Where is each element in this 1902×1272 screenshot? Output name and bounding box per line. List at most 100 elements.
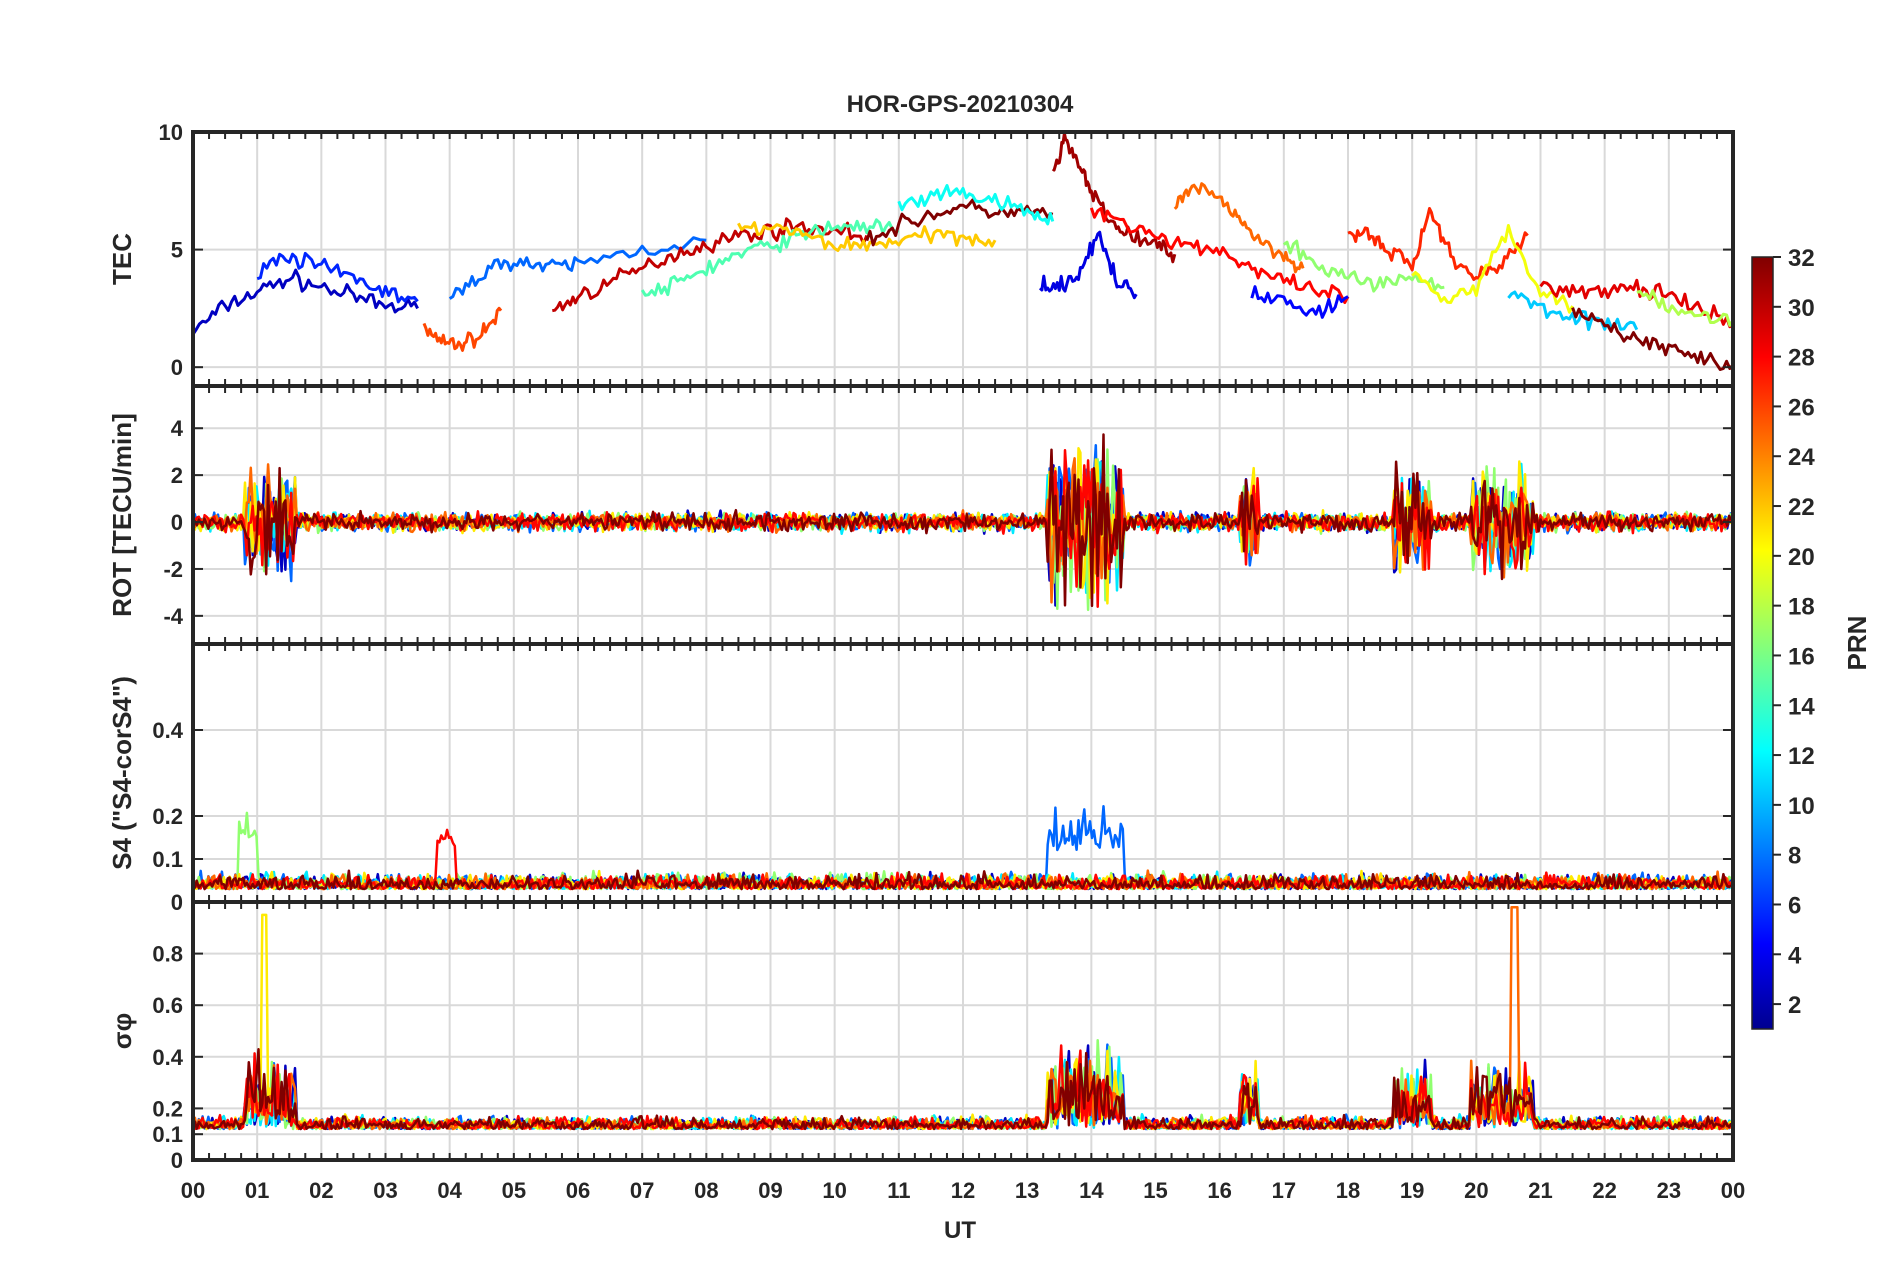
tec-series-prn-28 [1089, 206, 1350, 305]
x-tick-label: 17 [1272, 1178, 1296, 1203]
x-tick-label: 02 [309, 1178, 333, 1203]
y-tick-label: 10 [159, 120, 183, 145]
x-tick-label: 04 [437, 1178, 462, 1203]
y-axis-label-s4: S4 ("S4-corS4") [107, 676, 137, 870]
y-ticks-s4: 0 0.1 0.2 0.4 [152, 718, 1733, 915]
y-axis-label-tec: TEC [107, 233, 137, 285]
colorbar-tick-label: 8 [1788, 843, 1801, 870]
tec-series-prn-27 [1347, 207, 1529, 281]
tec-series-prn-30 [552, 217, 869, 313]
x-tick-label: 16 [1207, 1178, 1231, 1203]
tec-series-prn-8 [448, 236, 707, 300]
x-tick-label: 08 [694, 1178, 718, 1203]
x-tick-label: 00 [181, 1178, 205, 1203]
x-tick-label: 01 [245, 1178, 269, 1203]
x-tick-label: 19 [1400, 1178, 1424, 1203]
colorbar-tick-label: 4 [1788, 942, 1802, 969]
y-tick-label: 0.2 [152, 804, 183, 829]
y-ticks-rot: -4 -2 0 2 4 [163, 416, 1733, 629]
colorbar-label: PRN [1842, 616, 1872, 671]
x-tick-label: 07 [630, 1178, 654, 1203]
y-tick-label: 0 [171, 355, 183, 380]
tec-series-prn-26 [422, 306, 503, 352]
colorbar-tick-label: 32 [1788, 245, 1815, 272]
s4-series-prn-28 [192, 828, 1733, 891]
x-tick-label: 09 [758, 1178, 782, 1203]
series-s4 [191, 804, 1733, 891]
x-tick-label: 18 [1336, 1178, 1360, 1203]
colorbar-tick-label: 26 [1788, 394, 1815, 421]
tec-series-prn-6 [256, 251, 419, 304]
x-tick-label: 15 [1143, 1178, 1167, 1203]
chart-title: HOR-GPS-20210304 [847, 91, 1074, 118]
x-tick-label: 20 [1464, 1178, 1488, 1203]
tec-series-prn-5 [1250, 285, 1349, 319]
panel-sigma: 00.10.2 0.4 0.6 0.8 σφ [107, 900, 1735, 1173]
colorbar-tick-label: 16 [1788, 643, 1815, 670]
y-axis-label-sigma: σφ [107, 1013, 137, 1049]
tec-series-prn-15 [640, 218, 900, 297]
y-tick-label: 0.2 [152, 1096, 183, 1121]
tec-series-prn-17 [1282, 239, 1445, 293]
x-tick-label: 12 [951, 1178, 975, 1203]
y-tick-label: 5 [171, 238, 183, 263]
sigma-series-prn-32 [191, 1048, 1733, 1131]
x-tick-label: 11 [887, 1178, 910, 1203]
y-tick-label: 2 [171, 463, 183, 488]
x-tick-label: 13 [1015, 1178, 1039, 1203]
y-tick-label: 0 [171, 1148, 183, 1173]
x-tick-label: 22 [1592, 1178, 1616, 1203]
colorbar-tick-label: 10 [1788, 793, 1815, 820]
colorbar-tick-label: 22 [1788, 494, 1815, 521]
panel-tec: 0 5 10 TEC [107, 120, 1735, 388]
tec-series-prn-3 [191, 268, 419, 336]
s4-series-prn-32 [192, 869, 1732, 891]
x-axis: 00 01 02 03 04 05 06 07 08 09 10 11 12 13 14 15 16 17 18 19… [181, 1178, 1745, 1203]
tec-series-prn-31 [1051, 131, 1177, 264]
colorbar-tick-label: 30 [1788, 295, 1815, 322]
y-tick-label: -4 [163, 604, 183, 629]
tec-series-prn-32 [865, 198, 1054, 247]
tec-series-prn-13 [897, 184, 1055, 226]
x-tick-label: 06 [566, 1178, 590, 1203]
tec-series-prn-22 [737, 221, 997, 252]
minor-ticks-sigma [192, 902, 1734, 1160]
colorbar-tick-label: 2 [1788, 992, 1801, 1019]
y-tick-label: 0 [171, 890, 183, 915]
y-axis-label-rot: ROT [TECU/min] [107, 413, 137, 617]
tec-series-prn-25 [1173, 182, 1305, 274]
tec-series-prn-29 [1539, 278, 1734, 329]
x-tick-label: 03 [373, 1178, 397, 1203]
y-tick-label: 0.4 [152, 1045, 183, 1070]
x-axis-label: UT [944, 1217, 976, 1244]
series-rot [191, 433, 1733, 612]
y-ticks-tec: 0 5 10 [159, 120, 1733, 380]
panel-s4: 0 0.1 0.2 0.4 S4 ("S4-corS4") [107, 642, 1735, 915]
colorbar-tick-label: 14 [1788, 693, 1815, 720]
colorbar-tick-label: 24 [1788, 444, 1815, 471]
y-tick-label: 0.4 [152, 718, 183, 743]
x-tick-label: 05 [502, 1178, 526, 1203]
series-sigma [191, 905, 1733, 1131]
colorbar-tick-label: 6 [1788, 892, 1801, 919]
series-tec [191, 131, 1735, 371]
x-tick-label: 21 [1528, 1178, 1552, 1203]
y-ticks-sigma: 00.10.2 0.4 0.6 0.8 [152, 942, 1733, 1173]
tec-series-prn-20 [1411, 224, 1574, 314]
x-tick-label: 00 [1721, 1178, 1745, 1203]
y-tick-label: -2 [163, 557, 183, 582]
x-tick-label: 10 [822, 1178, 846, 1203]
rot-series-prn-32 [191, 433, 1733, 608]
tec-series-prn-32 [1571, 307, 1735, 371]
x-tick-label: 14 [1079, 1178, 1104, 1203]
colorbar-scale [1751, 256, 1774, 1030]
y-tick-label: 0.8 [152, 942, 183, 967]
y-tick-label: 0.6 [152, 993, 183, 1018]
y-tick-label: 4 [171, 416, 184, 441]
x-tick-label: 23 [1657, 1178, 1681, 1203]
y-tick-label: 0.1 [152, 1122, 183, 1147]
y-tick-label: 0 [171, 510, 183, 535]
tec-series-prn-18 [1636, 289, 1735, 327]
